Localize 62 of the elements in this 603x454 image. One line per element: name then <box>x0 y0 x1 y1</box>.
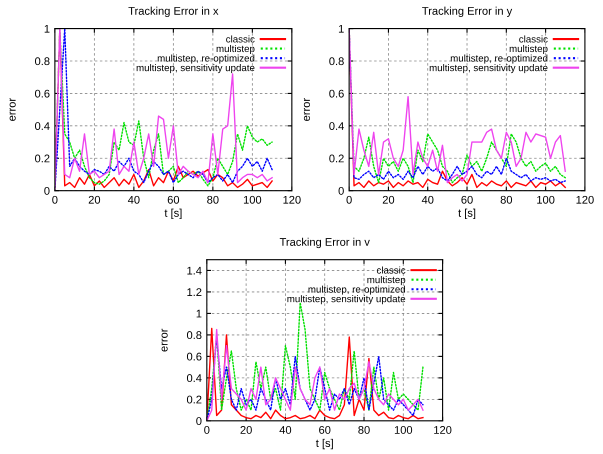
y-tick-label: 1 <box>44 24 50 33</box>
chart-title: Tracking Error in v <box>280 238 370 248</box>
x-axis-title: t [s] <box>458 208 476 220</box>
legend-label: multistep, sensitivity update <box>430 64 548 74</box>
chart-title: Tracking Error in x <box>128 6 218 18</box>
y-tick-label: 0.4 <box>329 122 344 130</box>
y-tick-label: 0.6 <box>329 90 344 98</box>
y-tick-label: 1 <box>338 24 344 33</box>
x-tick-label: 100 <box>537 196 554 204</box>
x-tick-label: 60 <box>168 196 180 204</box>
y-tick-label: 0 <box>44 186 50 195</box>
x-tick-label: 20 <box>88 196 100 204</box>
legend-label: multistep <box>216 44 254 54</box>
x-tick-label: 80 <box>500 196 512 204</box>
legend-label: classic <box>519 35 548 43</box>
x-tick-label: 80 <box>207 196 219 204</box>
y-tick-label: 0.2 <box>186 396 202 404</box>
y-tick-label: 0 <box>196 417 202 425</box>
x-tick-label: 20 <box>240 426 252 434</box>
y-axis-title: error <box>304 98 310 121</box>
x-tick-label: 40 <box>279 426 292 434</box>
legend-label: multistep, sensitivity update <box>287 295 406 304</box>
legend-label: multistep <box>367 276 406 286</box>
y-tick-label: 0.4 <box>35 122 50 130</box>
x-tick-label: 0 <box>204 426 210 434</box>
x-tick-label: 40 <box>422 196 434 204</box>
x-tick-label: 0 <box>346 196 352 204</box>
chart-title: Tracking Error in y <box>422 6 512 18</box>
y-tick-label: 1 <box>196 310 202 318</box>
x-tick-label: 40 <box>128 196 140 204</box>
y-tick-label: 0 <box>338 186 344 195</box>
x-axis-title: t [s] <box>164 208 182 220</box>
y-axis-title: error <box>10 98 16 121</box>
y-tick-label: 0.2 <box>329 154 344 162</box>
y-tick-label: 1.4 <box>187 266 202 274</box>
x-tick-label: 120 <box>283 196 301 204</box>
legend-label: multistep, sensitivity update <box>136 64 254 74</box>
x-tick-label: 60 <box>319 426 330 434</box>
x-tick-label: 120 <box>576 196 594 204</box>
legend-label: multistep, re-optimized <box>308 286 406 295</box>
y-tick-label: 0.8 <box>329 57 344 66</box>
x-tick-label: 20 <box>382 196 394 204</box>
legend-label: classic <box>376 266 406 274</box>
x-tick-label: 60 <box>461 196 473 204</box>
y-axis-title: error <box>162 328 168 352</box>
y-tick-label: 0.6 <box>186 352 202 361</box>
y-tick-label: 1.2 <box>187 288 202 296</box>
legend-label: multistep, re-optimized <box>450 54 548 64</box>
y-tick-label: 0.2 <box>35 154 50 162</box>
x-tick-label: 100 <box>244 196 262 204</box>
y-tick-label: 0.4 <box>186 374 202 382</box>
x-tick-label: 100 <box>394 426 412 434</box>
legend-label: multistep, re-optimized <box>158 54 254 64</box>
x-tick-label: 120 <box>434 426 452 434</box>
x-axis-title: t [s] <box>316 438 333 450</box>
legend-label: classic <box>226 35 255 43</box>
legend-label: multistep <box>510 44 548 54</box>
x-tick-label: 0 <box>52 196 58 204</box>
x-tick-label: 80 <box>358 426 370 434</box>
y-tick-label: 0.8 <box>186 331 202 340</box>
y-tick-label: 0.6 <box>35 90 50 98</box>
y-tick-label: 0.8 <box>35 57 50 66</box>
